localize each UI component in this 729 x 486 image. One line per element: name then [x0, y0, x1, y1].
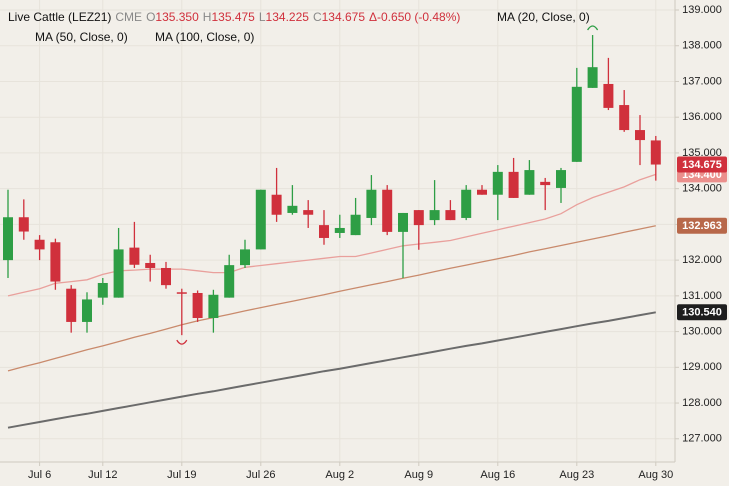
y-tick-label: 135.000	[682, 147, 722, 159]
candle-body	[350, 214, 361, 236]
ma-price-tag: 130.540	[682, 307, 722, 319]
y-tick-label: 127.000	[682, 433, 722, 445]
ohlc-prefix: H	[203, 10, 212, 24]
candle-body	[82, 299, 92, 322]
low-marker	[176, 339, 188, 345]
candle-body	[334, 227, 345, 233]
candle-body	[429, 210, 440, 221]
y-tick-label: 137.000	[682, 75, 722, 87]
change: Δ-0.650 (-0.48%)	[369, 10, 460, 24]
y-tick-label: 132.000	[682, 254, 722, 266]
x-tick-label: Jul 12	[88, 469, 117, 481]
ma-price-tag-bg	[677, 217, 727, 234]
candle-body	[255, 189, 266, 250]
candle-body	[34, 239, 45, 250]
candle-body	[129, 247, 140, 265]
candle-body	[287, 205, 298, 213]
candle-body	[413, 210, 424, 226]
x-tick-label: Aug 30	[638, 469, 673, 481]
candle-body	[303, 210, 314, 215]
candle-body	[50, 242, 61, 282]
candle-body	[445, 210, 456, 221]
x-tick-label: Jul 19	[167, 469, 196, 481]
candle-body	[398, 212, 408, 232]
candle-body	[508, 171, 519, 198]
legend-entry: MA (50, Close, 0)	[35, 30, 128, 44]
candle-body	[382, 189, 393, 232]
candle-body	[603, 83, 614, 108]
ohlc-prefix: L	[259, 10, 266, 24]
candle-body	[319, 225, 329, 238]
symbol: Live Cattle (LEZ21)	[8, 10, 111, 24]
legend-entry: MA (100, Close, 0)	[155, 30, 254, 44]
candle-body	[524, 170, 535, 195]
x-tick-label: Aug 9	[404, 469, 433, 481]
candle-body	[113, 249, 124, 298]
candle-body	[271, 194, 282, 215]
exchange: CME	[115, 10, 142, 24]
y-tick-label: 128.000	[682, 397, 722, 409]
x-tick-label: Aug 2	[325, 469, 354, 481]
candle-body	[66, 288, 77, 322]
candle-body	[97, 282, 108, 298]
high-marker	[587, 25, 599, 31]
y-tick-label: 130.000	[682, 325, 722, 337]
legend-line: Live Cattle (LEZ21) CME O135.350 H135.475 L1…	[8, 10, 460, 24]
candle-body	[619, 105, 630, 131]
y-tick-label: 138.000	[682, 40, 722, 52]
candle-body	[366, 189, 377, 218]
y-tick-label: 136.000	[682, 111, 722, 123]
y-tick-label: 134.000	[682, 183, 722, 195]
ohlc-value: 134.675	[322, 10, 366, 24]
candle-body	[18, 217, 29, 232]
candle-body	[224, 265, 235, 298]
candle-body	[176, 292, 187, 294]
x-tick-label: Jul 26	[246, 469, 275, 481]
candle-body	[192, 292, 203, 319]
y-tick-label: 139.000	[682, 4, 722, 16]
y-tick-label: 131.000	[682, 290, 722, 302]
x-tick-label: Jul 6	[28, 469, 51, 481]
ohlc-value: 134.225	[266, 10, 310, 24]
candle-body	[492, 171, 503, 195]
ohlc-prefix: O	[146, 10, 155, 24]
candle-body	[3, 217, 13, 261]
candle-body	[650, 140, 661, 165]
x-tick-label: Aug 23	[559, 469, 594, 481]
ohlc-prefix: C	[313, 10, 322, 24]
ohlc-value: 135.350	[155, 10, 199, 24]
ma-price-tag-bg	[677, 304, 727, 321]
close-price-tag-bg	[677, 156, 727, 173]
candle-body	[161, 267, 171, 286]
moving-average-line	[7, 225, 656, 372]
y-tick-label: 129.000	[682, 361, 722, 373]
moving-average-line	[7, 311, 656, 429]
candle-body	[461, 189, 472, 218]
legend-entry: MA (20, Close, 0)	[497, 10, 590, 24]
candle-body	[145, 262, 156, 268]
x-tick-label: Aug 16	[480, 469, 515, 481]
candle-body	[477, 189, 487, 195]
candle-body	[556, 170, 566, 188]
candle-body	[635, 130, 645, 141]
ma-price-tag: 132.963	[682, 220, 722, 232]
candle-body	[571, 86, 582, 162]
ohlc-value: 135.475	[211, 10, 255, 24]
close-price-tag: 134.675	[682, 159, 722, 171]
candle-body	[540, 181, 551, 186]
candle-body	[587, 67, 598, 88]
candle-body	[240, 249, 250, 266]
candle-body	[208, 294, 219, 319]
